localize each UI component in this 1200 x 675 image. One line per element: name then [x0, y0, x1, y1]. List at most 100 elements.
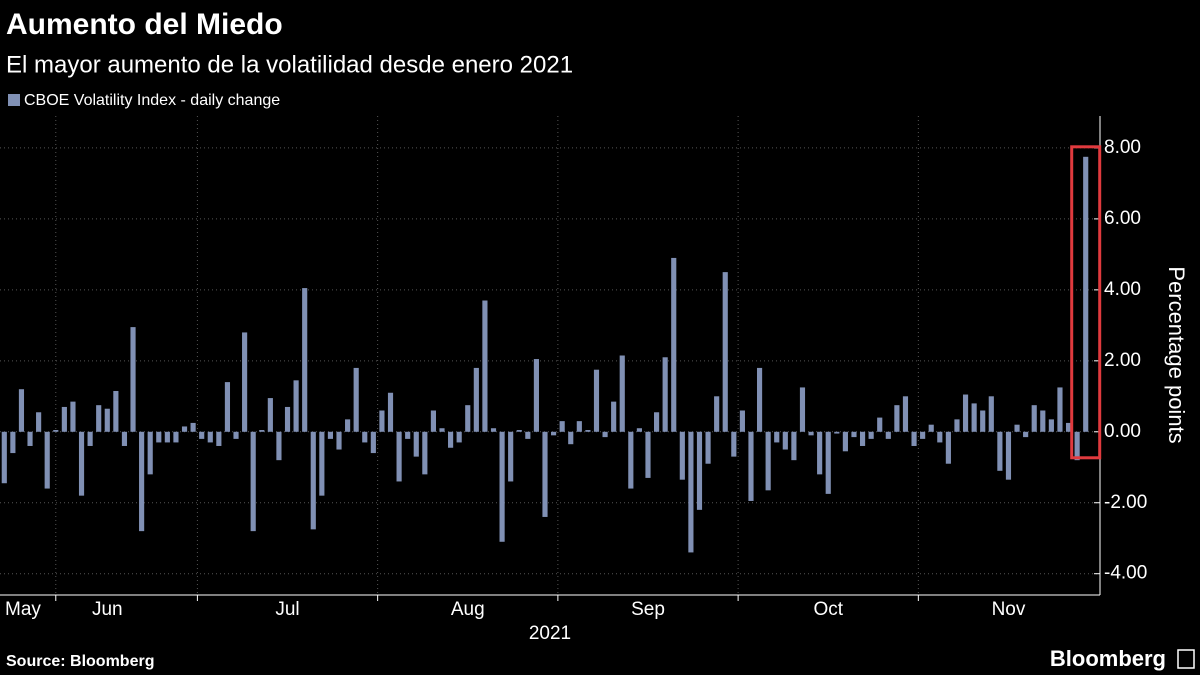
- bar: [379, 410, 385, 432]
- bar: [27, 431, 33, 446]
- bar: [568, 431, 574, 445]
- source: Source: Bloomberg: [6, 653, 154, 670]
- bar: [53, 430, 59, 432]
- bar: [765, 431, 771, 491]
- highlight-box: [1070, 145, 1102, 460]
- bar: [928, 424, 934, 432]
- y-tick-label: 4.00: [1104, 279, 1141, 300]
- bar: [894, 405, 900, 432]
- bar: [945, 431, 951, 464]
- x-tick-label: Jul: [275, 599, 299, 620]
- bar: [705, 431, 711, 464]
- bar: [439, 428, 445, 432]
- bar: [1014, 424, 1020, 432]
- bar: [602, 431, 608, 438]
- x-tick-label: Sep: [631, 599, 665, 620]
- bar: [310, 431, 316, 530]
- bar: [139, 431, 145, 532]
- bar: [525, 431, 531, 439]
- bar: [628, 431, 634, 489]
- bar: [130, 327, 136, 432]
- x-tick-label: Aug: [451, 599, 485, 620]
- bar: [937, 431, 943, 443]
- bar: [731, 431, 737, 457]
- bar: [276, 431, 282, 461]
- bar: [980, 410, 986, 432]
- bar: [679, 431, 685, 480]
- bar: [1048, 419, 1054, 432]
- bar: [499, 431, 505, 542]
- bar: [654, 412, 660, 432]
- chart-subtitle: El mayor aumento de la volatilidad desde…: [6, 51, 573, 78]
- bar: [920, 431, 926, 439]
- bar: [1057, 387, 1063, 432]
- bar: [851, 431, 857, 438]
- bar: [181, 426, 188, 432]
- bar: [748, 431, 754, 501]
- bar: [156, 431, 162, 443]
- bar: [662, 357, 668, 432]
- y-tick-label: -4.00: [1104, 563, 1147, 584]
- bar: [859, 431, 866, 446]
- bar: [714, 396, 720, 432]
- brand-icon: [1177, 649, 1195, 669]
- bar: [430, 410, 436, 432]
- bar: [782, 431, 788, 450]
- bar: [482, 300, 488, 432]
- bar: [688, 431, 694, 553]
- x-tick-label: Jun: [92, 599, 123, 620]
- bar: [78, 431, 85, 496]
- bar: [542, 431, 548, 517]
- bar: [671, 257, 677, 432]
- bar: [456, 431, 462, 443]
- bar: [1040, 410, 1046, 432]
- bar: [619, 355, 625, 432]
- bar: [319, 431, 325, 496]
- bar: [842, 431, 848, 452]
- bar: [336, 431, 342, 450]
- bar: [173, 431, 179, 443]
- bar: [147, 431, 153, 475]
- bar: [739, 410, 745, 432]
- bar: [611, 401, 617, 432]
- brand: Bloomberg: [1050, 646, 1166, 671]
- bar: [911, 431, 917, 446]
- bar: [834, 431, 840, 434]
- bar: [284, 406, 291, 432]
- x-tick-label: Oct: [813, 599, 843, 620]
- bar: [10, 431, 16, 454]
- bar: [190, 422, 196, 432]
- bar: [791, 431, 797, 461]
- bar: [1, 431, 7, 484]
- bar: [259, 430, 265, 432]
- bar: [293, 380, 299, 432]
- bar: [387, 392, 394, 432]
- bar: [327, 431, 334, 439]
- bar: [224, 382, 231, 432]
- bar: [559, 421, 565, 432]
- y-tick-label: -2.00: [1104, 492, 1147, 513]
- bar: [370, 431, 376, 454]
- bar: [971, 403, 977, 432]
- y-tick-label: 8.00: [1104, 137, 1141, 158]
- bar: [696, 431, 703, 510]
- y-axis-label: Percentage points: [1164, 266, 1189, 443]
- bar: [405, 431, 411, 439]
- bar: [345, 419, 351, 432]
- bar: [877, 417, 883, 432]
- bar: [422, 431, 428, 475]
- bar: [817, 431, 823, 475]
- bar: [576, 421, 582, 432]
- bar: [1083, 156, 1089, 432]
- bar: [962, 394, 969, 432]
- bar: [1074, 431, 1080, 461]
- x-tick-label: May: [5, 599, 41, 620]
- bar: [1005, 431, 1012, 480]
- legend-label: CBOE Volatility Index - daily change: [24, 92, 280, 109]
- bar: [448, 431, 454, 448]
- bar: [1031, 405, 1037, 432]
- bar: [722, 272, 728, 432]
- y-tick-label: 6.00: [1104, 208, 1141, 229]
- bar: [636, 428, 642, 432]
- bar: [508, 431, 514, 482]
